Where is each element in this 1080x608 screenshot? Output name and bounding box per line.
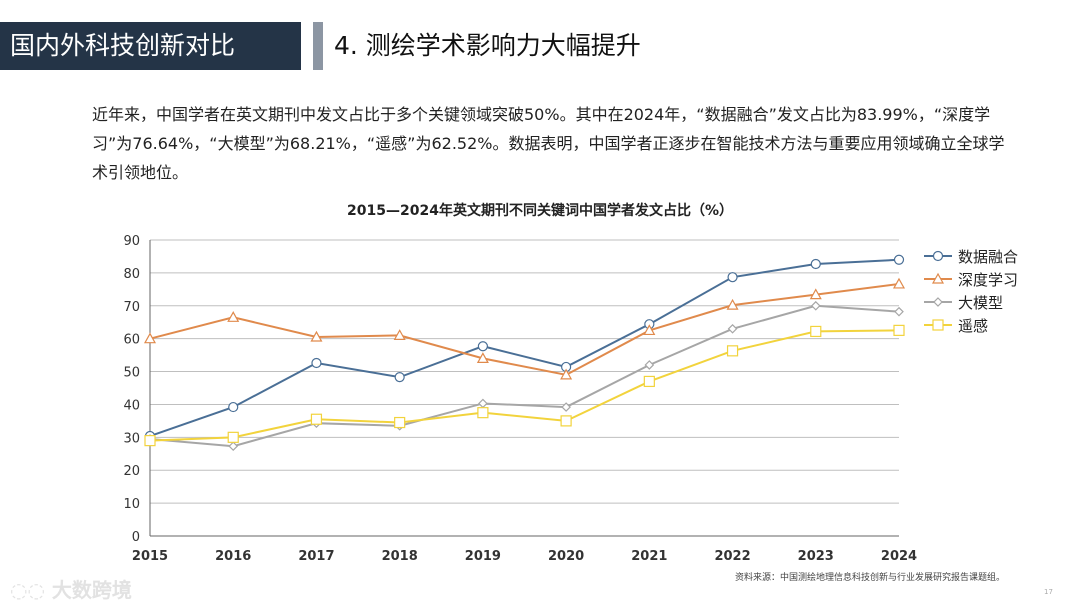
legend-label: 大模型 (958, 294, 1003, 312)
data-point (643, 375, 655, 388)
y-tick-label: 40 (123, 398, 140, 413)
x-tick-label: 2015 (132, 549, 168, 564)
data-point (310, 413, 323, 425)
data-point (394, 416, 406, 429)
data-point (311, 357, 322, 369)
data-point (143, 332, 157, 344)
data-point (478, 398, 488, 409)
legend-label: 深度学习 (958, 271, 1018, 289)
series-line (149, 329, 900, 442)
legend-marker (931, 272, 945, 284)
data-point (809, 288, 822, 300)
data-point (643, 324, 656, 336)
title-accent-bar (313, 22, 323, 70)
legend-marker (933, 297, 943, 307)
data-point (893, 254, 905, 265)
legend-label: 数据融合 (958, 248, 1018, 266)
data-point (893, 324, 905, 336)
y-tick-label: 90 (123, 234, 140, 249)
y-tick-label: 20 (123, 464, 140, 479)
legend-label: 遥感 (958, 317, 988, 335)
chart-title: 2015—2024年英文期刊不同关键词中国学者发文占比（%） (347, 203, 733, 219)
data-point (810, 325, 822, 338)
y-tick-label: 10 (123, 497, 140, 512)
source-note: 资料来源：中国测绘地理信息科技创新与行业发展研究报告课题组。 (735, 573, 1006, 583)
data-point (477, 341, 488, 352)
x-tick-label: 2017 (298, 549, 334, 564)
series-line (149, 304, 900, 448)
data-point (310, 330, 323, 342)
x-tick-label: 2018 (382, 549, 418, 564)
page-title: 4. 测绘学术影响力大幅提升 (334, 31, 641, 60)
data-point (726, 345, 739, 357)
x-tick-label: 2016 (215, 549, 251, 564)
x-tick-label: 2021 (631, 549, 667, 564)
x-tick-label: 2020 (548, 549, 584, 564)
data-point (727, 323, 738, 334)
series-line (149, 258, 900, 437)
data-point (476, 352, 489, 363)
data-point (394, 372, 405, 383)
watermark-text: 大数跨境 (51, 578, 132, 602)
y-tick-label: 50 (123, 366, 140, 381)
data-point (810, 258, 821, 270)
data-point (144, 435, 156, 447)
y-tick-label: 80 (123, 267, 140, 282)
data-point (560, 415, 572, 427)
legend-marker (932, 250, 944, 262)
data-point (560, 368, 573, 380)
data-point (393, 329, 406, 340)
data-point (726, 298, 739, 310)
section-label: 国内外科技创新对比 (0, 22, 301, 70)
summary-paragraph: 近年来，中国学者在英文期刊中发文占比于多个关键领域突破50%。其中在2024年，… (92, 105, 1005, 182)
x-tick-label: 2023 (798, 549, 834, 564)
y-tick-label: 30 (123, 431, 140, 446)
y-tick-label: 60 (123, 333, 140, 348)
x-tick-label: 2024 (881, 549, 917, 564)
page-number: 17 (1044, 588, 1053, 596)
watermark-logo: ◌◌ 大数跨境 (10, 578, 132, 602)
x-tick-label: 2019 (465, 549, 501, 564)
data-point (727, 272, 738, 283)
x-tick-label: 2022 (714, 549, 750, 564)
series-line (149, 282, 900, 376)
data-point (227, 431, 239, 443)
data-point (477, 407, 489, 419)
y-tick-label: 0 (132, 530, 140, 545)
data-point (644, 360, 655, 370)
y-tick-label: 70 (123, 300, 140, 315)
data-point (561, 402, 571, 412)
data-point (228, 401, 239, 413)
data-point (227, 311, 240, 322)
data-point (894, 306, 904, 317)
legend-marker (932, 319, 944, 331)
data-point (810, 300, 821, 311)
data-point (228, 441, 239, 452)
data-point (892, 277, 906, 289)
